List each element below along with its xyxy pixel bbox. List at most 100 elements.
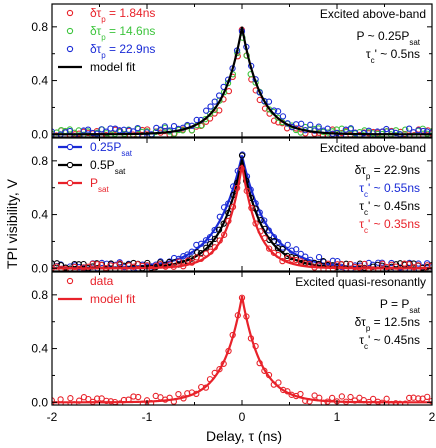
legend-label: δτp = 22.9ns — [90, 42, 155, 60]
data-point — [351, 129, 359, 136]
data-point — [347, 261, 354, 268]
annotation-text: τc' ~ 0.45ns — [359, 333, 420, 351]
data-point — [293, 246, 300, 253]
data-point — [94, 395, 101, 402]
data-point — [402, 400, 409, 405]
data-point — [356, 260, 364, 267]
data-point — [67, 395, 74, 402]
data-point — [135, 393, 142, 401]
panel-3-plot-area — [52, 294, 432, 405]
data-point — [351, 397, 358, 404]
data-point — [324, 125, 331, 132]
data-point — [429, 128, 432, 136]
data-point — [328, 394, 336, 402]
data-point — [324, 260, 332, 267]
data-point — [338, 125, 345, 132]
data-point — [134, 124, 141, 132]
data-point — [397, 266, 404, 271]
data-point — [266, 245, 273, 252]
data-point — [392, 129, 399, 137]
data-point — [202, 116, 209, 123]
y-tick-label: 0.8 — [31, 288, 48, 302]
data-point — [402, 126, 409, 133]
data-point — [117, 400, 124, 405]
data-point — [383, 263, 390, 271]
data-point — [280, 386, 287, 394]
data-point — [94, 260, 101, 268]
series-line — [52, 26, 432, 136]
data-point — [202, 107, 210, 114]
data-point — [207, 103, 214, 110]
annotation-text: τc' ~ 0.35ns — [359, 217, 420, 235]
legend-marker — [66, 27, 74, 35]
data-point — [202, 237, 210, 244]
data-point — [320, 258, 327, 265]
data-point — [116, 127, 123, 134]
data-point — [334, 257, 341, 265]
data-point — [52, 128, 55, 135]
data-point — [238, 152, 246, 159]
y-axis-title: TPI visibility, V — [4, 178, 20, 269]
y-tick-label: 0.0 — [31, 395, 48, 409]
data-point — [288, 256, 296, 263]
data-point — [103, 397, 110, 405]
legend-marker — [66, 9, 74, 17]
y-tick-label: 0.8 — [31, 154, 48, 168]
data-point — [347, 393, 354, 401]
data-point — [361, 260, 368, 268]
data-point — [193, 116, 200, 124]
series-line — [52, 295, 432, 404]
data-point — [415, 395, 422, 402]
data-point — [265, 98, 273, 105]
y-tick-label: 0.0 — [31, 127, 48, 141]
data-point — [375, 266, 382, 271]
y-tick-label: 0.4 — [31, 208, 48, 222]
data-point — [329, 257, 336, 264]
data-point — [420, 132, 427, 137]
data-point — [347, 125, 354, 132]
data-point — [406, 394, 413, 402]
data-point — [261, 105, 269, 112]
panel-1-plot-area — [52, 26, 432, 137]
legend-label: δτp = 14.6ns — [90, 24, 155, 42]
data-point — [84, 126, 92, 133]
legend-label: model fit — [90, 292, 136, 306]
data-point — [351, 263, 359, 271]
data-point — [125, 126, 133, 134]
shared-x-axis: -2 -1 0 1 2 — [47, 410, 436, 424]
data-point — [144, 259, 151, 267]
data-point — [261, 97, 268, 105]
data-point — [383, 395, 390, 402]
legend-label: 0.5Psat — [90, 158, 126, 176]
legend-marker — [66, 45, 74, 53]
panel-2-plot-area — [52, 151, 432, 271]
legend-label: 0.25Psat — [90, 140, 133, 158]
data-point — [211, 98, 218, 105]
x-tick-label: 2 — [429, 410, 436, 424]
legend-label: data — [90, 274, 114, 288]
legend-marker — [66, 143, 74, 151]
legend-label: Psat — [90, 176, 109, 194]
data-point — [298, 120, 305, 127]
data-point — [424, 393, 431, 400]
data-point — [71, 260, 78, 268]
data-point — [274, 108, 282, 115]
x-tick-label: -1 — [142, 410, 153, 424]
data-point — [307, 121, 314, 128]
data-point — [401, 260, 408, 267]
annotation-text: Excited above-band — [320, 7, 426, 21]
data-point — [206, 241, 214, 248]
data-point — [279, 113, 287, 120]
data-point — [405, 260, 413, 268]
data-point — [206, 110, 214, 118]
data-point — [338, 393, 345, 400]
x-tick-label: 0 — [239, 410, 246, 424]
